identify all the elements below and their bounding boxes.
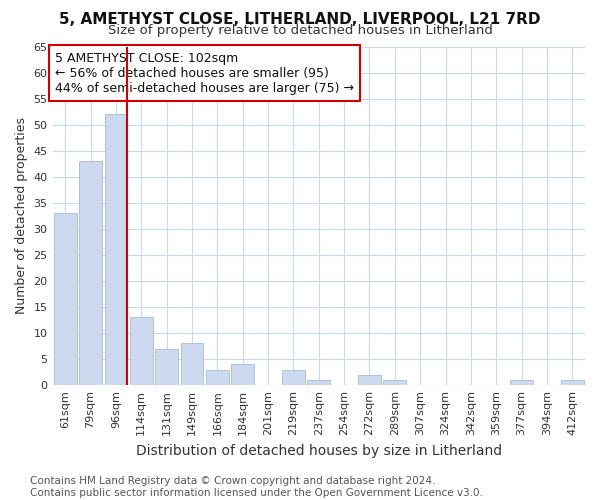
Bar bbox=[206, 370, 229, 385]
Bar bbox=[282, 370, 305, 385]
Text: 5, AMETHYST CLOSE, LITHERLAND, LIVERPOOL, L21 7RD: 5, AMETHYST CLOSE, LITHERLAND, LIVERPOOL… bbox=[59, 12, 541, 28]
X-axis label: Distribution of detached houses by size in Litherland: Distribution of detached houses by size … bbox=[136, 444, 502, 458]
Bar bbox=[561, 380, 584, 385]
Text: 5 AMETHYST CLOSE: 102sqm
← 56% of detached houses are smaller (95)
44% of semi-d: 5 AMETHYST CLOSE: 102sqm ← 56% of detach… bbox=[55, 52, 354, 94]
Bar bbox=[307, 380, 330, 385]
Y-axis label: Number of detached properties: Number of detached properties bbox=[15, 118, 28, 314]
Bar bbox=[181, 344, 203, 385]
Bar bbox=[155, 348, 178, 385]
Bar bbox=[79, 161, 102, 385]
Bar bbox=[383, 380, 406, 385]
Bar bbox=[54, 213, 77, 385]
Bar bbox=[231, 364, 254, 385]
Bar bbox=[510, 380, 533, 385]
Bar bbox=[358, 375, 381, 385]
Text: Size of property relative to detached houses in Litherland: Size of property relative to detached ho… bbox=[107, 24, 493, 37]
Bar bbox=[130, 318, 152, 385]
Text: Contains HM Land Registry data © Crown copyright and database right 2024.
Contai: Contains HM Land Registry data © Crown c… bbox=[30, 476, 483, 498]
Bar bbox=[104, 114, 127, 385]
